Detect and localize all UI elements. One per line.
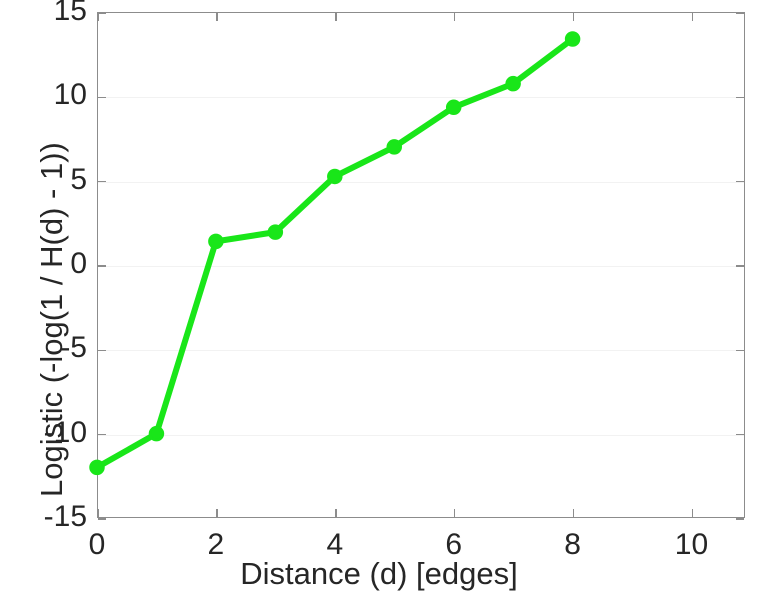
x-axis-tick: [97, 509, 99, 517]
x-axis-tick: [453, 13, 456, 21]
x-axis-tick: [572, 13, 575, 21]
x-axis-tick: [216, 13, 218, 21]
x-axis-tick: [453, 509, 456, 517]
x-axis-tick: [335, 13, 337, 21]
y-axis-tick: [736, 96, 744, 99]
x-axis-tick-label: 2: [207, 528, 225, 561]
y-axis-tick: [736, 349, 744, 352]
y-axis-tick-label: -10: [43, 415, 87, 449]
x-axis-label: Distance (d) [edges]: [240, 556, 518, 591]
y-axis-tick: [98, 265, 106, 267]
y-axis-tick: [98, 12, 106, 14]
y-gridline: [98, 181, 744, 183]
y-gridline: [98, 434, 744, 436]
y-axis-tick: [98, 518, 106, 520]
x-axis-tick: [335, 509, 337, 517]
y-axis-tick: [98, 180, 106, 183]
x-axis-tick-label: 6: [445, 528, 463, 561]
y-gridline: [98, 266, 744, 267]
x-axis-tick: [691, 509, 694, 517]
y-axis-tick: [98, 433, 106, 436]
y-axis-tick-label: 5: [70, 162, 87, 196]
x-axis-tick: [216, 509, 218, 517]
y-axis-tick: [736, 518, 744, 520]
y-axis-tick-label: 0: [70, 247, 87, 280]
y-axis-tick: [98, 96, 106, 99]
x-axis-tick-label: 8: [564, 528, 581, 561]
y-axis-tick: [736, 12, 744, 14]
y-axis-tick: [98, 349, 106, 352]
y-gridline: [98, 350, 744, 352]
y-axis-tick-label: 10: [53, 78, 87, 112]
y-axis-tick: [736, 433, 744, 436]
x-axis-tick-label: 4: [326, 528, 344, 561]
y-axis-tick-label: -5: [60, 331, 87, 365]
y-axis-tick: [736, 180, 744, 183]
y-axis-tick-label: -15: [43, 500, 87, 533]
x-axis-tick: [691, 13, 694, 21]
x-axis-tick-label: 10: [674, 528, 709, 561]
y-gridline: [98, 97, 744, 99]
y-axis-tick: [736, 265, 744, 267]
x-axis-tick-label: 0: [88, 528, 106, 561]
plot-axes-frame: [97, 12, 745, 520]
x-axis-tick: [97, 13, 99, 21]
y-axis-tick-label: 15: [53, 0, 87, 27]
x-axis-tick: [572, 509, 575, 517]
